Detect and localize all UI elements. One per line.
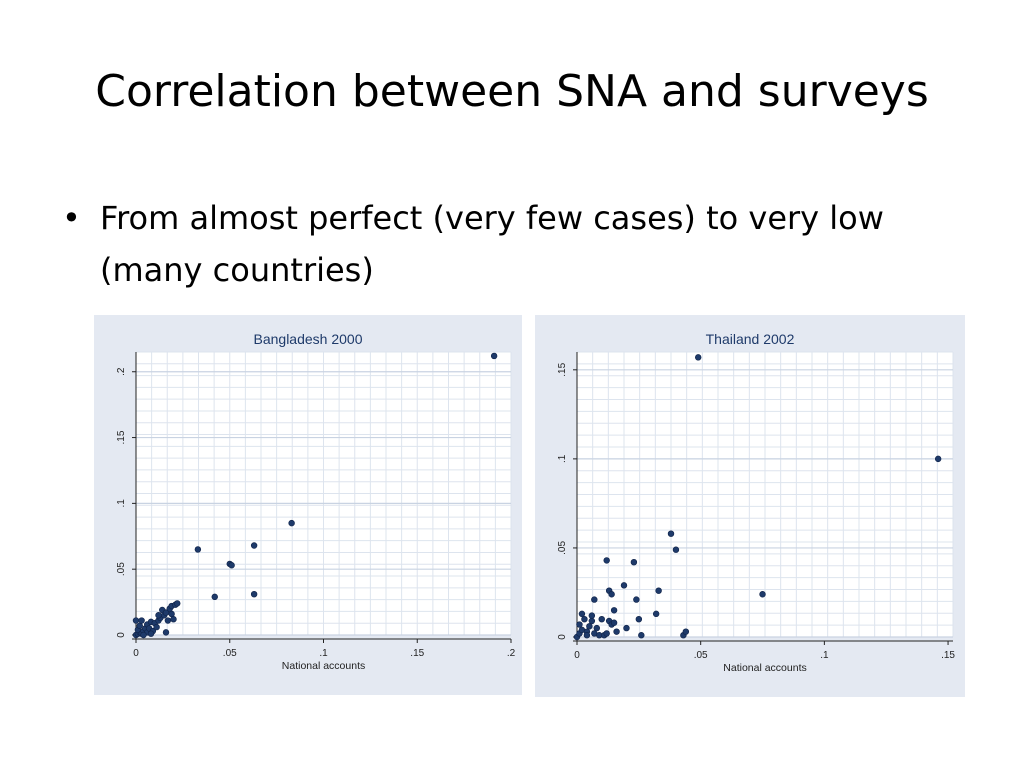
bullet-text: From almost perfect (very few cases) to …	[100, 199, 884, 289]
data-point	[490, 352, 498, 360]
data-point	[620, 582, 628, 589]
data-point	[610, 607, 618, 614]
data-point	[633, 596, 640, 603]
slide-title: Correlation between SNA and surveys	[95, 66, 929, 117]
data-point	[250, 542, 258, 549]
x-tick-label: .05	[694, 650, 708, 661]
data-point	[603, 557, 610, 564]
data-point	[588, 612, 596, 619]
data-point	[170, 616, 177, 623]
data-point	[630, 558, 638, 566]
scatter-plot-thailand: 0 .05 .1 .15 0 .05 .1 .15 National accounts	[557, 351, 955, 674]
data-point	[638, 632, 645, 639]
x-axis-label: National accounts	[723, 662, 806, 674]
data-point	[608, 591, 615, 598]
data-point	[228, 562, 235, 569]
data-point	[759, 591, 766, 598]
data-point	[655, 587, 662, 594]
data-point	[136, 622, 143, 629]
data-point	[603, 630, 610, 637]
data-point	[288, 519, 295, 527]
data-point	[598, 615, 605, 623]
scatter-panel-thailand: Thailand 2002 0 .05 .1 .15 0 .05 .1 .15 National…	[535, 315, 965, 697]
scatter-plot-bangladesh: 0 .05 .1 .15 .2 0 .05 .1 .15 .2 National accounts	[116, 351, 516, 672]
x-tick-label: .1	[820, 650, 829, 661]
y-tick-label: 0	[557, 634, 568, 640]
data-point	[635, 615, 643, 623]
y-tick-label: .1	[557, 454, 568, 463]
data-point	[667, 530, 675, 537]
data-point	[610, 619, 618, 626]
data-point	[576, 621, 583, 628]
y-tick-label: .05	[557, 541, 568, 555]
data-point	[140, 631, 147, 639]
x-tick-label: .15	[410, 648, 424, 659]
bullet-dot: •	[62, 199, 81, 237]
data-point	[695, 354, 702, 361]
data-point	[934, 455, 942, 463]
chart-title: Thailand 2002	[705, 331, 795, 347]
scatter-panel-bangladesh: Bangladesh 2000 0 .05 .1 .15 .2 0 .05 .1 .15 .2 Na…	[94, 315, 522, 695]
data-point	[211, 593, 218, 601]
x-tick-label: .2	[507, 648, 516, 659]
x-tick-label: .1	[319, 648, 328, 659]
bullet-item: • From almost perfect (very few cases) t…	[62, 192, 962, 296]
data-point	[132, 617, 140, 624]
y-tick-label: 0	[116, 632, 127, 638]
data-point	[593, 624, 600, 632]
x-tick-label: 0	[574, 650, 580, 661]
data-point	[250, 590, 258, 598]
x-tick-label: .05	[223, 648, 237, 659]
data-point	[155, 612, 162, 619]
data-point	[194, 546, 202, 553]
y-tick-label: .05	[116, 562, 127, 576]
y-tick-label: .1	[116, 499, 127, 508]
data-point	[164, 617, 172, 624]
data-point	[586, 623, 593, 630]
data-point	[153, 623, 160, 631]
x-tick-label: .15	[941, 650, 955, 661]
chart-title: Bangladesh 2000	[253, 331, 363, 347]
data-point	[147, 630, 155, 637]
data-point	[613, 628, 620, 635]
data-point	[591, 596, 598, 603]
x-tick-label: 0	[133, 648, 139, 659]
data-point	[623, 624, 630, 632]
y-tick-label: .2	[116, 367, 127, 376]
data-point	[588, 617, 596, 625]
data-point	[672, 546, 680, 553]
y-tick-label: .15	[116, 430, 127, 444]
y-tick-label: .15	[557, 362, 568, 376]
data-point	[581, 615, 588, 623]
data-point	[138, 617, 145, 624]
data-point	[162, 629, 170, 636]
data-point	[682, 628, 690, 635]
data-point	[168, 610, 175, 618]
x-axis-label: National accounts	[282, 660, 365, 672]
data-point	[652, 610, 660, 618]
data-point	[174, 600, 181, 607]
data-point	[578, 610, 586, 618]
data-point	[583, 632, 591, 639]
